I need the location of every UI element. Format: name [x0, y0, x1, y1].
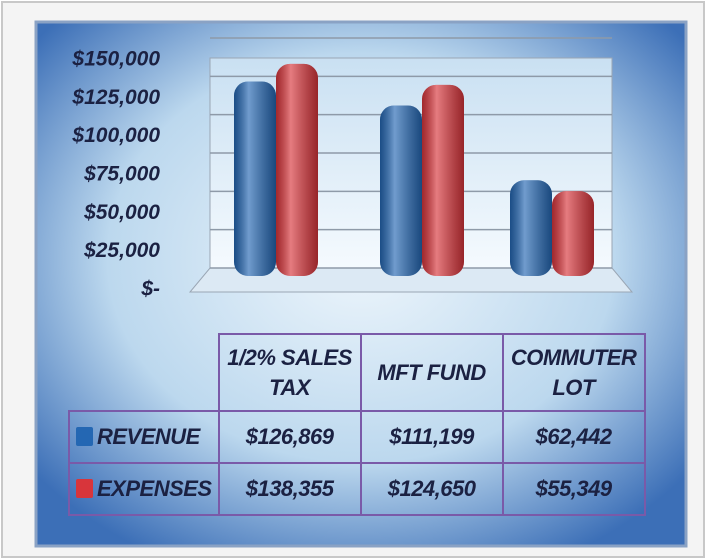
bar-shine [276, 63, 318, 276]
value: $55,349 [501, 462, 646, 516]
bar-shine [234, 81, 276, 277]
series-name: REVENUE [97, 424, 200, 449]
category: 1/2% SALES TAX [217, 333, 362, 412]
bar-shine [422, 84, 464, 277]
bar-shine [380, 105, 422, 276]
legend-swatch [76, 479, 93, 498]
category: MFT FUND [359, 333, 504, 412]
value: $124,650 [359, 462, 504, 516]
corner [69, 334, 219, 411]
y-tick-label: $125,000 [71, 86, 160, 109]
data-table: 1/2% SALES TAX MFT FUND COMMUTER LOT REV… [68, 333, 646, 516]
legend-swatch [76, 427, 93, 446]
y-tick-label: $75,000 [83, 163, 160, 186]
category: COMMUTER LOT [501, 333, 646, 412]
y-tick-label: $150,000 [71, 48, 160, 71]
legend-entry: EXPENSES [68, 462, 220, 516]
value: $126,869 [217, 410, 362, 464]
value: $138,355 [217, 462, 362, 516]
y-tick-label: $100,000 [71, 124, 160, 147]
bar-shine [552, 191, 594, 276]
value: $62,442 [501, 410, 646, 464]
y-tick-label: $25,000 [83, 239, 160, 262]
series-name: EXPENSES [97, 476, 212, 501]
bar-shine [510, 180, 552, 276]
legend-entry: REVENUE [68, 410, 220, 464]
y-tick-label: $- [140, 278, 160, 301]
y-tick-label: $50,000 [83, 201, 160, 224]
value: $111,199 [359, 410, 504, 464]
